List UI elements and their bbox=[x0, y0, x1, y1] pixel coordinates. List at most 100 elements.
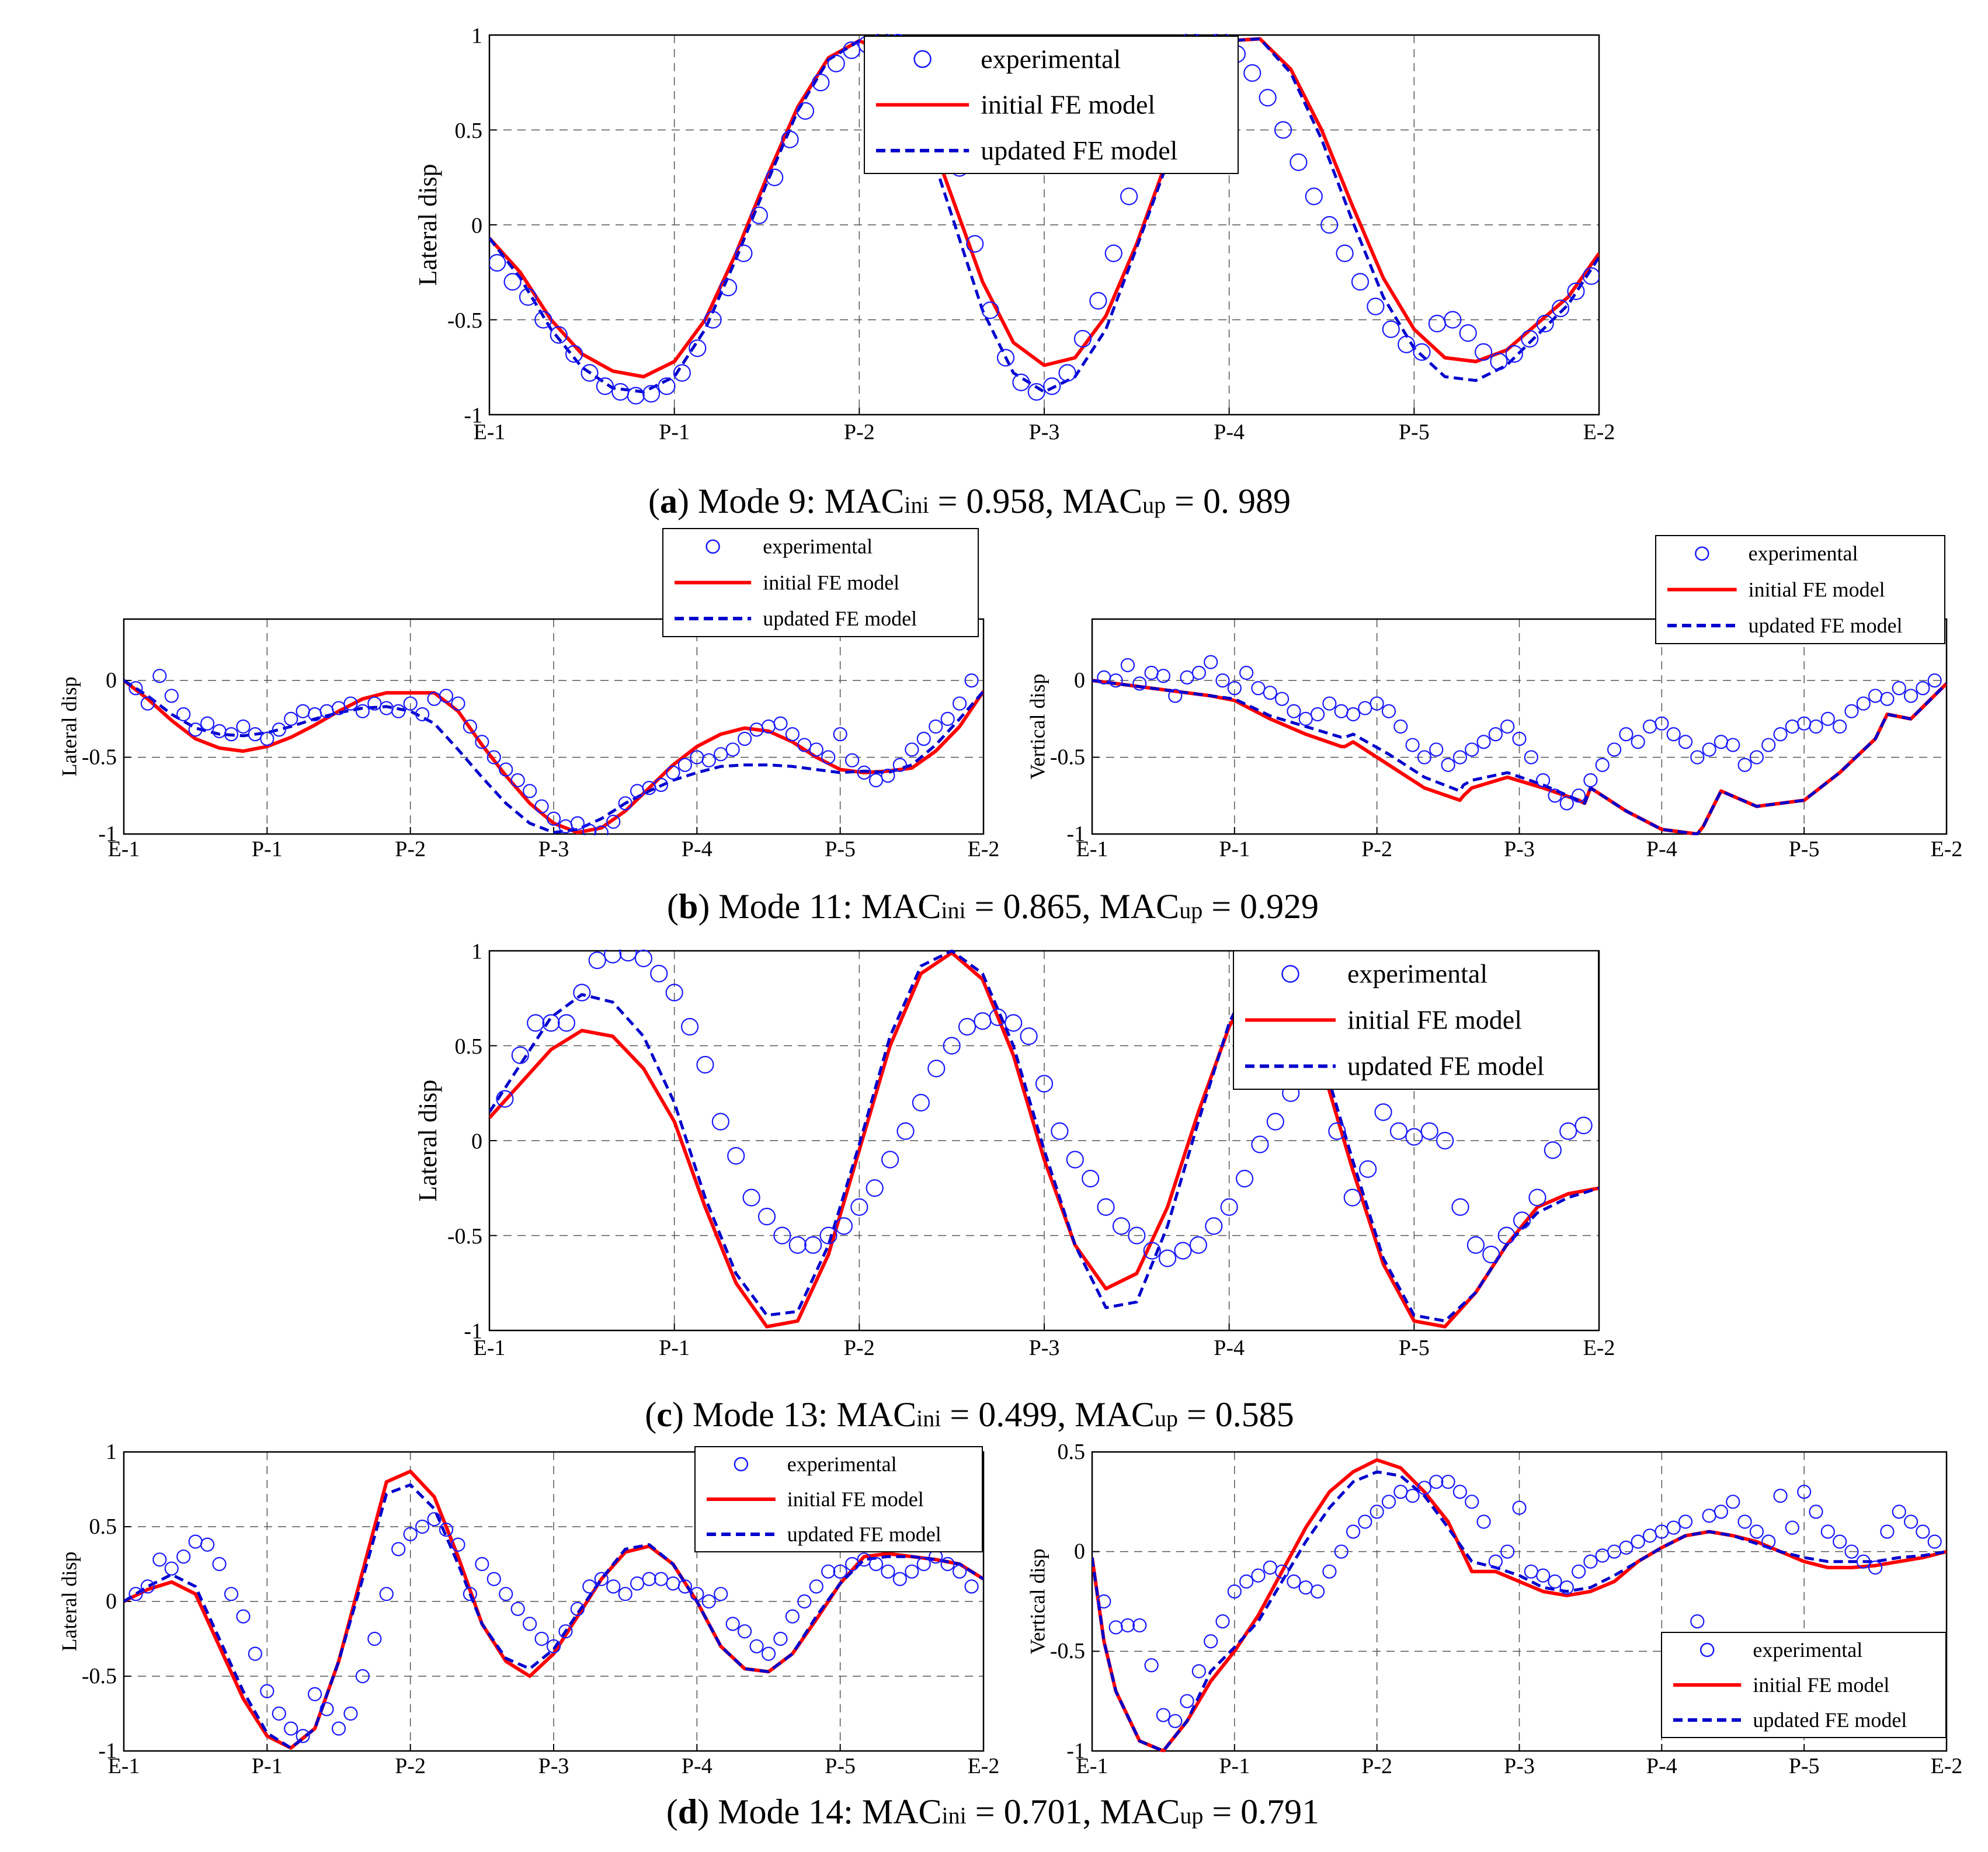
experimental-point bbox=[1773, 1488, 1788, 1503]
experimental-point bbox=[714, 1587, 728, 1601]
experimental-point bbox=[1108, 673, 1123, 688]
y-tick-label: -0.5 bbox=[82, 1664, 117, 1688]
experimental-point bbox=[773, 1226, 791, 1245]
experimental-point bbox=[1275, 692, 1290, 706]
experimental-point bbox=[188, 1534, 203, 1549]
experimental-point bbox=[1274, 121, 1292, 139]
experimental-point bbox=[604, 950, 622, 964]
experimental-point bbox=[1393, 719, 1408, 734]
y-tick-label: -1 bbox=[1066, 1739, 1085, 1763]
experimental-point bbox=[940, 711, 955, 726]
experimental-point bbox=[1452, 750, 1468, 765]
experimental-point bbox=[912, 1093, 930, 1112]
experimental-point bbox=[1389, 1122, 1408, 1140]
x-tick-label: E-1 bbox=[474, 1336, 506, 1360]
y-tick-label: -0.5 bbox=[1050, 745, 1085, 769]
experimental-point bbox=[701, 753, 716, 767]
experimental-point bbox=[1785, 719, 1799, 734]
experimental-point bbox=[845, 753, 860, 767]
panel-a-plot: E-1 P-1 P-2 P-3 P-4 P-5 E-2 1 0.5 0 -0.5 -1 Lateral … bbox=[413, 23, 1615, 444]
experimental-point bbox=[1567, 282, 1585, 300]
experimental-point bbox=[785, 727, 800, 742]
x-tick-label: P-5 bbox=[1789, 1754, 1820, 1778]
legend-experimental-marker bbox=[1281, 965, 1299, 983]
experimental-point bbox=[1382, 320, 1400, 338]
experimental-point bbox=[940, 1556, 955, 1572]
y-axis-label: Lateral disp bbox=[57, 677, 81, 777]
x-tick-label: P-5 bbox=[1399, 420, 1430, 444]
x-tick-label: P-1 bbox=[659, 1336, 690, 1360]
experimental-point bbox=[212, 1556, 227, 1572]
x-tick-label: E-2 bbox=[968, 837, 1000, 861]
grid-lines bbox=[124, 619, 983, 834]
experimental-point bbox=[367, 696, 382, 711]
experimental-point bbox=[1737, 758, 1752, 772]
experimental-point bbox=[1159, 1249, 1177, 1267]
experimental-point bbox=[331, 1721, 346, 1736]
x-tick-label: P-2 bbox=[1361, 837, 1392, 861]
experimental-point bbox=[1204, 1634, 1218, 1649]
experimental-point bbox=[1073, 329, 1092, 348]
experimental-point bbox=[1528, 1189, 1546, 1207]
experimental-point bbox=[284, 1721, 298, 1736]
experimental-point bbox=[164, 1561, 179, 1576]
experimental-point bbox=[1104, 244, 1122, 262]
y-tick-label: 0.5 bbox=[455, 1034, 483, 1059]
experimental-point bbox=[1381, 704, 1396, 718]
experimental-point bbox=[1066, 1151, 1084, 1169]
experimental-point bbox=[1035, 1075, 1054, 1093]
x-tick-label: E-2 bbox=[1583, 1336, 1615, 1360]
experimental-point bbox=[188, 722, 203, 737]
experimental-point bbox=[343, 1706, 358, 1721]
plot-area bbox=[1092, 655, 1947, 835]
experimental-point bbox=[1058, 364, 1076, 382]
series-updated-line bbox=[1092, 679, 1947, 835]
experimental-point bbox=[1334, 704, 1348, 718]
experimental-point bbox=[1263, 686, 1277, 700]
experimental-point bbox=[958, 1017, 976, 1036]
panel-b-left-plot: E-1 P-1 P-2 P-3 P-4 P-5 E-2 0 -0.5 -1 Lateral disp… bbox=[57, 528, 1000, 861]
y-tick-label: -0.5 bbox=[447, 1224, 482, 1249]
experimental-point bbox=[796, 102, 815, 120]
experimental-point bbox=[1251, 1135, 1269, 1153]
experimental-point bbox=[650, 964, 668, 983]
caption-c-letter: c bbox=[656, 1395, 672, 1434]
experimental-point bbox=[1108, 1620, 1123, 1635]
experimental-point bbox=[711, 1113, 729, 1131]
experimental-point bbox=[606, 814, 621, 829]
experimental-point bbox=[546, 1639, 561, 1653]
experimental-point bbox=[738, 731, 752, 746]
y-axis-label: Vertical disp bbox=[1026, 674, 1049, 780]
experimental-point bbox=[1571, 1564, 1586, 1579]
experimental-point bbox=[974, 1012, 992, 1030]
y-axis-label: Lateral disp bbox=[413, 164, 442, 286]
experimental-point bbox=[1191, 665, 1206, 680]
experimental-point bbox=[1405, 1128, 1423, 1146]
experimental-point bbox=[1287, 704, 1301, 718]
experimental-point bbox=[1666, 727, 1681, 742]
experimental-point bbox=[463, 1587, 477, 1601]
experimental-point bbox=[630, 1576, 645, 1591]
experimental-point bbox=[1619, 727, 1634, 742]
experimental-point bbox=[1655, 716, 1669, 731]
x-tick-label: E-1 bbox=[1076, 1754, 1108, 1778]
experimental-point bbox=[1820, 711, 1835, 726]
caption-a: (a) Mode 9: MACini = 0.958, MACup = 0. 9… bbox=[648, 482, 1291, 520]
experimental-point bbox=[527, 1014, 545, 1032]
experimental-point bbox=[1168, 1714, 1183, 1728]
experimental-point bbox=[475, 1556, 489, 1572]
experimental-point bbox=[1631, 1534, 1645, 1549]
experimental-point bbox=[415, 707, 430, 722]
panel-c-plot: E-1 P-1 P-2 P-3 P-4 P-5 E-2 1 0.5 0 -0.5 -1 Lateral … bbox=[413, 939, 1615, 1360]
experimental-point bbox=[757, 1207, 776, 1226]
series-experimental bbox=[128, 669, 979, 835]
experimental-point bbox=[439, 689, 454, 703]
experimental-point bbox=[916, 731, 931, 746]
experimental-point bbox=[534, 311, 552, 329]
experimental-point bbox=[1583, 773, 1598, 788]
experimental-point bbox=[140, 1579, 155, 1594]
series-initial-line bbox=[124, 679, 983, 835]
experimental-point bbox=[1500, 719, 1515, 734]
legend-label: initial FE model bbox=[787, 1488, 924, 1511]
experimental-point bbox=[546, 811, 561, 826]
